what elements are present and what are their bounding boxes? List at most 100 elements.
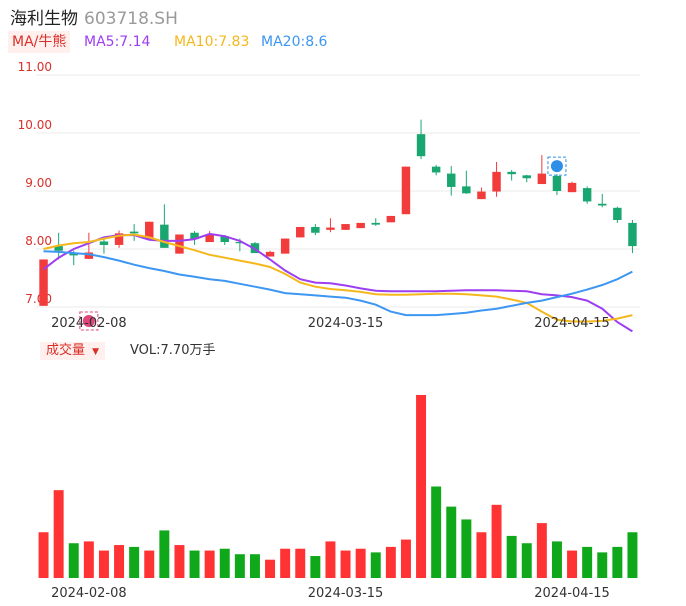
event-marker-frame [547,156,567,176]
candle-body [326,227,335,230]
candle [341,224,350,230]
candle-body [462,186,471,194]
candle-body [492,171,501,192]
candle [431,164,441,176]
volume-bar [612,546,623,578]
ma5-legend: MA5:7.14 [84,34,151,50]
volume-date-label: 2024-04-15 [534,586,610,601]
candle [628,220,637,254]
candle [296,226,305,238]
volume-bar [340,550,351,578]
price-date-label: 2024-04-15 [534,316,610,331]
volume-bar [295,548,306,578]
price-date-label: 2024-02-08 [51,316,127,331]
candle-body [84,252,94,259]
volume-bar [310,556,321,578]
candle-body [552,175,562,191]
candle-body [265,251,275,257]
volume-bar [567,550,578,578]
volume-bar [431,486,442,578]
candle-body [401,166,411,215]
price-axis-label: 10.00 [18,118,52,132]
candle [114,230,124,248]
volume-bar [68,543,79,578]
candle [537,155,547,185]
candle-body [114,233,124,245]
candle [567,181,577,193]
candle [613,206,622,223]
volume-bar [400,539,411,578]
volume-date-label: 2024-03-15 [308,586,384,601]
stock-code: 603718.SH [84,9,178,29]
volume-bar [129,546,140,578]
event-marker-dot [550,160,563,173]
volume-bar [355,548,366,578]
volume-bar [597,552,608,578]
volume-bar [491,504,502,578]
candle-body [54,246,63,251]
candle-body [598,203,607,206]
volume-bar [114,545,125,578]
volume-bar [38,532,49,578]
candle-body [145,221,154,240]
candle-body [160,224,169,248]
candle [175,234,184,254]
price-axis-label: 11.00 [18,60,52,74]
candle-body [280,238,290,254]
volume-bar [159,530,170,578]
volume-bar [144,550,155,578]
candle [356,222,365,229]
candle [265,250,275,257]
volume-bar [476,532,487,578]
candle [401,166,411,215]
candle [552,174,562,196]
ma20-line [43,250,633,317]
candle-body [371,222,380,225]
event-marker-icon [547,156,567,176]
volume-bar [582,546,593,578]
candle [371,218,380,226]
candle [145,221,154,240]
volume-bar [280,548,291,578]
ma-mode-button[interactable]: MA/牛熊 [8,31,71,53]
candle-body [582,188,592,202]
volume-bar [204,550,215,578]
candle-body [99,241,109,245]
event-marker-dot [82,315,95,327]
candle-body [447,173,456,187]
volume-bar [416,395,427,578]
volume-bar [249,554,260,578]
volume-bar [627,532,638,578]
candle-body [235,242,245,244]
stock-title: 海利生物 603718.SH [10,4,178,29]
volume-bar [521,543,532,578]
price-axis-label: 7.00 [25,292,52,306]
volume-bar [219,548,230,578]
chevron-down-icon: ▼ [92,347,100,357]
ma20-legend: MA20:8.6 [261,34,328,50]
volume-bar [461,519,472,578]
candle [598,193,607,208]
candle [462,170,471,194]
volume-bar [370,552,381,578]
candle [129,224,139,241]
candle [326,218,335,233]
candle [522,174,531,183]
volume-indicator-label: 成交量 [46,343,86,358]
volume-bar [506,535,517,578]
candle-body [386,215,396,223]
event-marker-frame [79,311,99,331]
candle-body [296,226,305,238]
candle-body [507,171,516,175]
candle-body [628,222,637,247]
volume-bar [325,541,336,578]
candle-body [175,234,184,254]
volume-bar [174,545,185,578]
volume-indicator-dropdown[interactable]: 成交量 ▼ [40,342,106,360]
candle [492,162,501,197]
candle-body [220,236,229,243]
candle-body [477,191,486,200]
candle-body [190,232,199,240]
volume-bar [53,490,64,578]
